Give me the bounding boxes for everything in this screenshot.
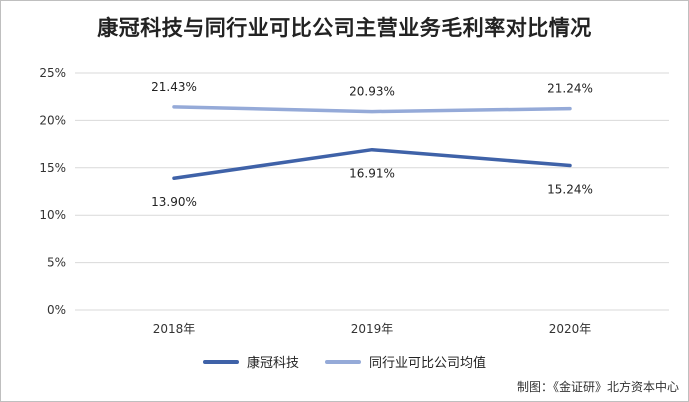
x-tick-label-2: 2020年 — [549, 322, 592, 336]
data-label-series-2-1: 20.93% — [349, 85, 395, 99]
y-tick-label-5: 25% — [39, 66, 66, 80]
y-tick-label-3: 15% — [39, 161, 66, 175]
x-tick-label-1: 2019年 — [351, 322, 394, 336]
legend-swatch-series-2 — [325, 359, 361, 364]
data-label-series-1-0: 13.90% — [151, 195, 197, 209]
chart-title: 康冠科技与同行业可比公司主营业务毛利率对比情况 — [97, 16, 592, 40]
data-label-series-1-2: 15.24% — [547, 183, 593, 197]
y-tick-label-1: 5% — [47, 256, 66, 270]
legend-label-series-1: 康冠科技 — [246, 356, 299, 371]
data-label-series-1-1: 16.91% — [349, 167, 395, 181]
series-line-2 — [172, 105, 572, 114]
y-tick-label-0: 0% — [47, 303, 66, 317]
legend-item-series-2: 同行业可比公司均值 — [325, 352, 486, 371]
y-tick-label-2: 10% — [39, 208, 66, 222]
data-label-series-2-2: 21.24% — [547, 82, 593, 96]
chart-legend: 康冠科技 同行业可比公司均值 — [0, 352, 689, 371]
y-tick-label-4: 20% — [39, 113, 66, 127]
series-line-1 — [172, 147, 572, 180]
x-tick-label-0: 2018年 — [153, 322, 196, 336]
legend-label-series-2: 同行业可比公司均值 — [369, 356, 487, 371]
legend-swatch-series-1 — [202, 359, 239, 364]
legend-item-series-1: 康冠科技 — [202, 352, 299, 371]
source-caption: 制图：《金证研》北方资本中心 — [516, 380, 679, 394]
data-label-series-2-0: 21.43% — [151, 80, 197, 94]
